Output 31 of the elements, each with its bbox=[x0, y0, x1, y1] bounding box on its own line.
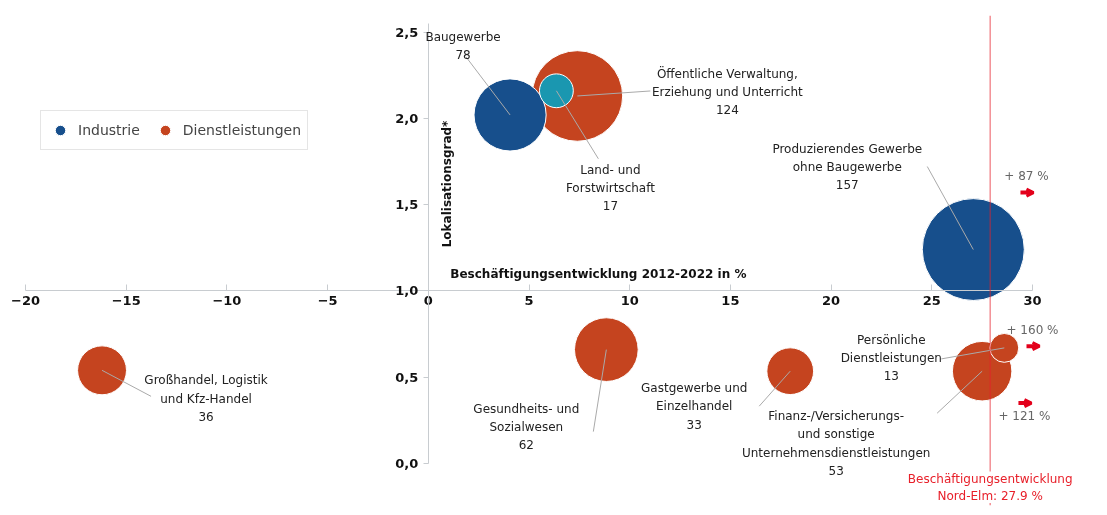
annotation: Großhandel, Logistik und Kfz-Handel 36 bbox=[144, 373, 268, 424]
annotation: + 87 % bbox=[1004, 168, 1049, 183]
annotation: + 121 % bbox=[998, 409, 1051, 424]
x-tick-label: −15 bbox=[111, 292, 141, 308]
legend-label: Industrie bbox=[78, 122, 140, 138]
x-axis-title: Beschäftigungsentwicklung 2012-2022 in % bbox=[450, 266, 747, 281]
y-tick-label: 0,5 bbox=[395, 369, 419, 385]
y-tick-label: 2,0 bbox=[395, 110, 419, 126]
x-tick-label: −20 bbox=[11, 292, 40, 308]
annotation: Baugewerbe 78 bbox=[425, 29, 501, 63]
annotation: Gastgewerbe und Einzelhandel 33 bbox=[641, 381, 748, 432]
annotation: Öffentliche Verwaltung, Erziehung und Unterricht 124 bbox=[651, 64, 804, 118]
y-tick-label: 1,0 bbox=[395, 283, 419, 299]
x-tick-label: 25 bbox=[922, 292, 941, 308]
annotation: Persönliche Dienstleistungen 13 bbox=[840, 332, 942, 384]
x-tick-label: −5 bbox=[317, 292, 338, 308]
x-tick-label: 20 bbox=[822, 292, 841, 308]
annotation: Land- und Forstwirtschaft 17 bbox=[565, 162, 656, 214]
annotation: Gesundheits- und Sozialwesen 62 bbox=[473, 401, 580, 453]
x-tick-label: 30 bbox=[1023, 292, 1042, 308]
annotation: Produzierendes Gewerbe ohne Baugewerbe 157 bbox=[772, 141, 923, 192]
x-tick-label: 15 bbox=[721, 292, 740, 308]
y-tick-label: 0,0 bbox=[395, 456, 419, 471]
x-tick-label: −10 bbox=[212, 292, 242, 308]
y-axis-title: Lokalisationsgrad* bbox=[440, 119, 455, 248]
x-tick-label: 5 bbox=[524, 292, 534, 308]
y-tick-label: 1,5 bbox=[395, 197, 419, 213]
y-tick-label: 2,5 bbox=[395, 24, 419, 40]
annotation: + 160 % bbox=[1006, 323, 1059, 338]
x-tick-label: 10 bbox=[620, 292, 639, 308]
legend-label: Dienstleistungen bbox=[182, 122, 302, 138]
